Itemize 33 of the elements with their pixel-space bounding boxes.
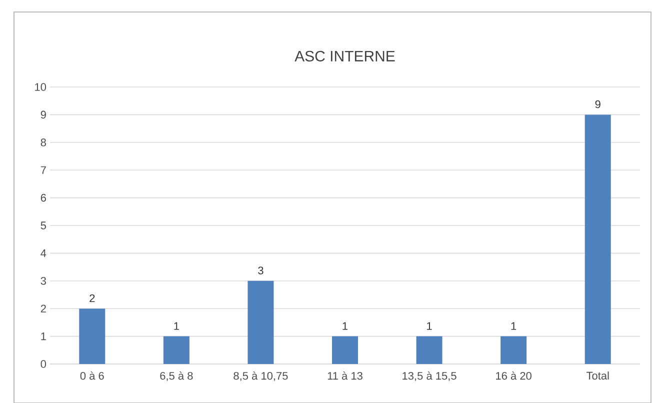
x-tick-label: Total — [586, 371, 609, 380]
y-tick-label: 1 — [41, 332, 46, 340]
data-label: 1 — [427, 322, 432, 330]
x-tick-label: 8,5 à 10,75 — [234, 371, 288, 381]
bar — [248, 280, 274, 364]
data-label: 1 — [174, 322, 179, 330]
y-tick-label: 8 — [40, 138, 46, 146]
y-tick-label: 5 — [40, 221, 46, 230]
y-tick-label: 2 — [40, 304, 46, 312]
y-tick-label: 7 — [40, 166, 46, 174]
x-tick-label: 13,5 à 15,5 — [402, 371, 456, 381]
bar — [584, 114, 611, 364]
chart-title: ASC INTERNE — [294, 50, 395, 62]
x-tick-label: 16 à 20 — [496, 371, 532, 380]
y-tick-label: 9 — [40, 110, 46, 118]
y-tick-label: 6 — [40, 194, 46, 202]
bar — [332, 336, 358, 364]
data-label: 3 — [258, 266, 264, 274]
bar — [500, 336, 527, 364]
data-label: 9 — [595, 100, 600, 108]
y-tick-label: 4 — [40, 249, 46, 257]
bar — [163, 336, 190, 364]
y-tick-label: 10 — [35, 82, 46, 91]
bar — [416, 336, 442, 364]
x-tick-label: 0 à 6 — [80, 371, 104, 380]
bar — [79, 308, 106, 364]
data-label: 1 — [511, 322, 516, 330]
data-label: 2 — [90, 294, 95, 302]
y-tick-label: 3 — [40, 276, 46, 285]
x-tick-label: 6,5 à 8 — [160, 371, 193, 381]
x-tick-label: 11 à 13 — [328, 371, 362, 380]
y-tick-label: 0 — [40, 360, 46, 368]
data-label: 1 — [342, 322, 348, 330]
